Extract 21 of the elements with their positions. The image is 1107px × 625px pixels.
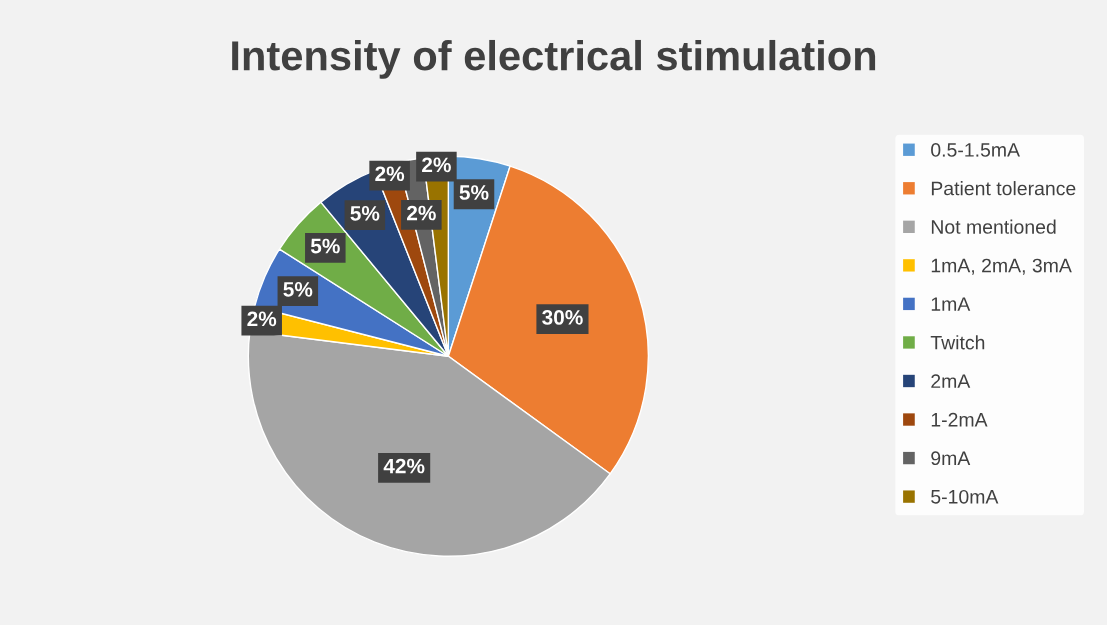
data-label: 5%	[350, 205, 380, 221]
data-label: 5%	[310, 238, 340, 254]
data-label: 2%	[247, 311, 277, 327]
legend-label: 9mA	[931, 451, 971, 466]
data-label: 5%	[459, 185, 489, 200]
data-label: 30%	[542, 310, 583, 325]
data-label: 2%	[407, 205, 436, 221]
data-label: 2%	[422, 157, 451, 173]
data-label: 5%	[283, 282, 313, 297]
legend-label: Patient tolerance	[931, 181, 1076, 196]
legend-label: 1mA, 2mA, 3mA	[931, 258, 1072, 275]
legend-label: 0.5-1.5mA	[931, 143, 1020, 157]
data-label: 2%	[375, 166, 405, 182]
legend-label: Twitch	[930, 335, 985, 350]
legend-label: 1mA	[931, 297, 971, 311]
data-label: 42%	[383, 458, 425, 474]
legend-label: 1-2mA	[931, 412, 988, 427]
legend-label: 5-10mA	[931, 489, 999, 504]
legend-label: Not mentioned	[931, 219, 1056, 234]
legend-label: 2mA	[931, 374, 971, 388]
chart-title: Intensity of electrical stimulation	[232, 39, 876, 79]
